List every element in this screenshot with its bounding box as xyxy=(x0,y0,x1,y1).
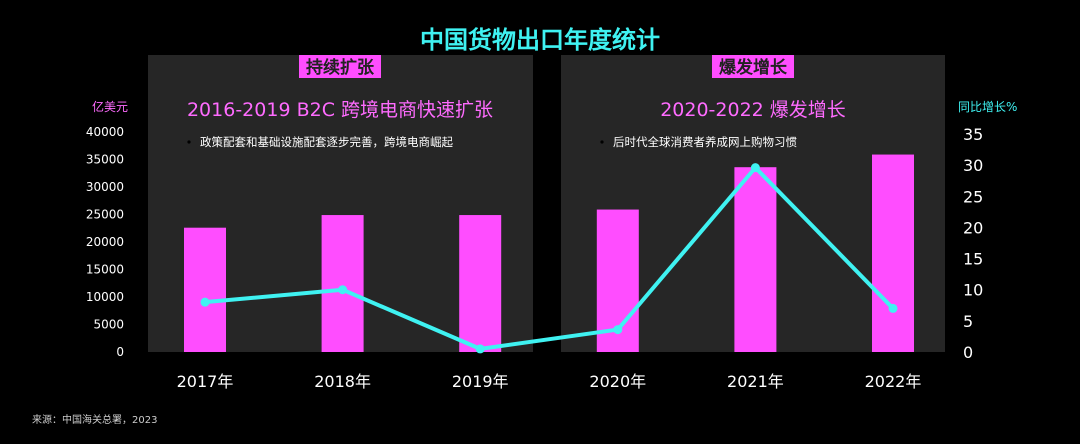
y-left-tick-label: 30000 xyxy=(86,180,124,194)
panel-heading-1: 2016-2019 B2C 跨境电商快速扩张 xyxy=(187,99,493,121)
x-tick-label: 2018年 xyxy=(314,372,371,391)
y-right-tick-label: 25 xyxy=(963,187,983,206)
panel-badge-2: 爆发增长 xyxy=(719,57,788,78)
y-right-axis-label: 同比增长% xyxy=(958,100,1017,114)
panel-badge-bg-2 xyxy=(712,55,794,78)
y-right-tick-label: 30 xyxy=(963,156,983,175)
y-left-tick-label: 35000 xyxy=(86,153,124,167)
panel-heading-2: 2020-2022 爆发增长 xyxy=(660,99,846,121)
y-left-tick-label: 40000 xyxy=(86,125,124,139)
panel-bullet-dot-1 xyxy=(187,140,191,144)
growth-point xyxy=(888,303,898,313)
growth-point xyxy=(475,344,485,354)
growth-point xyxy=(338,285,348,295)
chart-title: 中国货物出口年度统计 xyxy=(420,26,660,54)
x-tick-label: 2020年 xyxy=(589,372,646,391)
bar xyxy=(321,215,364,352)
y-right-tick-label: 20 xyxy=(963,218,983,237)
y-left-tick-label: 25000 xyxy=(86,208,124,222)
x-tick-label: 2019年 xyxy=(452,372,509,391)
panel-bullet-dot-2 xyxy=(600,140,604,144)
y-left-tick-label: 15000 xyxy=(86,263,124,277)
growth-line xyxy=(204,165,895,351)
y-left-tick-label: 0 xyxy=(116,345,124,359)
growth-point xyxy=(200,297,210,307)
x-tick-label: 2017年 xyxy=(177,372,234,391)
y-left-axis-label: 亿美元 xyxy=(92,99,128,114)
y-left-tick-label: 10000 xyxy=(86,290,124,304)
panel-bullet-1: 政策配套和基础设施配套逐步完善，跨境电商崛起 xyxy=(200,135,453,149)
y-left-tick-label: 5000 xyxy=(93,318,124,332)
growth-point xyxy=(613,325,623,335)
bar xyxy=(872,154,914,352)
bar xyxy=(459,215,502,352)
bar xyxy=(734,167,777,352)
y-right-tick-label: 10 xyxy=(963,281,983,300)
bar xyxy=(184,227,226,352)
x-tick-label: 2022年 xyxy=(865,372,922,391)
panel-badge-bg-1 xyxy=(299,55,381,78)
x-tick-label: 2021年 xyxy=(727,372,784,391)
y-left-tick-label: 20000 xyxy=(86,235,124,249)
y-right-tick-label: 35 xyxy=(963,125,983,144)
panel-bullet-2: 后时代全球消费者养成网上购物习惯 xyxy=(613,135,797,149)
growth-point xyxy=(750,163,760,173)
source-note: 来源：中国海关总署，2023 xyxy=(32,413,157,426)
y-right-tick-label: 15 xyxy=(963,250,983,269)
y-right-tick-label: 0 xyxy=(963,343,973,362)
panel-badge-1: 持续扩张 xyxy=(306,57,375,78)
y-right-tick-label: 5 xyxy=(963,312,973,331)
